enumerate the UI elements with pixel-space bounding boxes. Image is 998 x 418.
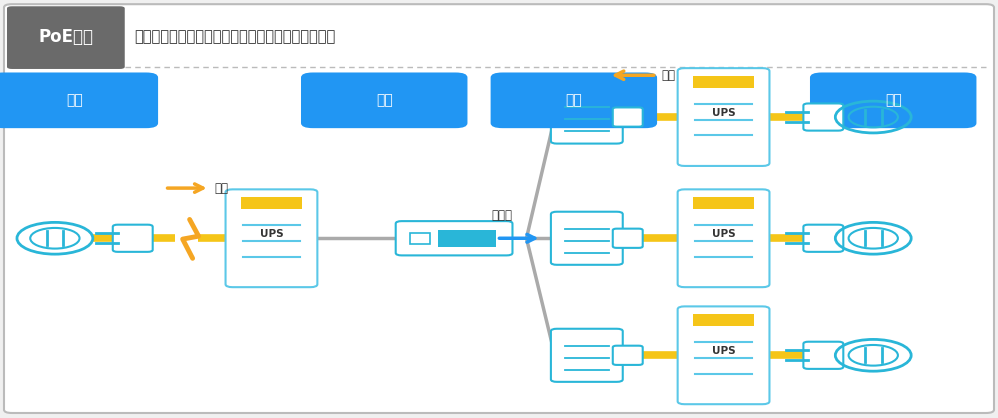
FancyBboxPatch shape xyxy=(693,314,754,326)
FancyBboxPatch shape xyxy=(551,212,623,265)
FancyBboxPatch shape xyxy=(803,104,843,130)
Text: 機器: 機器 xyxy=(566,93,582,107)
FancyBboxPatch shape xyxy=(810,72,976,128)
Text: 電源: 電源 xyxy=(885,93,901,107)
FancyBboxPatch shape xyxy=(241,197,302,209)
FancyBboxPatch shape xyxy=(7,6,125,69)
Text: PoEなし: PoEなし xyxy=(38,28,94,46)
Text: UPS: UPS xyxy=(712,108,736,118)
FancyBboxPatch shape xyxy=(803,225,843,252)
FancyBboxPatch shape xyxy=(437,230,495,247)
Text: 電力: 電力 xyxy=(215,181,229,195)
FancyBboxPatch shape xyxy=(551,91,623,144)
Text: 電力: 電力 xyxy=(662,69,676,82)
FancyBboxPatch shape xyxy=(113,225,153,252)
FancyBboxPatch shape xyxy=(301,72,467,128)
FancyBboxPatch shape xyxy=(409,233,430,244)
FancyBboxPatch shape xyxy=(678,189,769,287)
Text: 電源: 電源 xyxy=(67,93,83,107)
Text: UPS: UPS xyxy=(259,229,283,239)
FancyBboxPatch shape xyxy=(693,76,754,88)
FancyBboxPatch shape xyxy=(803,342,843,369)
FancyBboxPatch shape xyxy=(4,4,994,413)
FancyBboxPatch shape xyxy=(0,72,158,128)
FancyBboxPatch shape xyxy=(551,329,623,382)
FancyBboxPatch shape xyxy=(678,306,769,404)
Text: データ: データ xyxy=(491,209,513,222)
Text: 全ての受信機器に電源の確保が必要で、複雑な構成: 全ての受信機器に電源の確保が必要で、複雑な構成 xyxy=(135,29,336,44)
Text: UPS: UPS xyxy=(712,229,736,239)
Text: UPS: UPS xyxy=(712,346,736,356)
FancyBboxPatch shape xyxy=(613,346,643,365)
FancyBboxPatch shape xyxy=(613,107,643,127)
FancyBboxPatch shape xyxy=(693,197,754,209)
FancyBboxPatch shape xyxy=(491,72,657,128)
FancyBboxPatch shape xyxy=(678,68,769,166)
FancyBboxPatch shape xyxy=(613,229,643,248)
FancyBboxPatch shape xyxy=(395,221,513,255)
FancyBboxPatch shape xyxy=(226,189,317,287)
Text: 機器: 機器 xyxy=(376,93,392,107)
